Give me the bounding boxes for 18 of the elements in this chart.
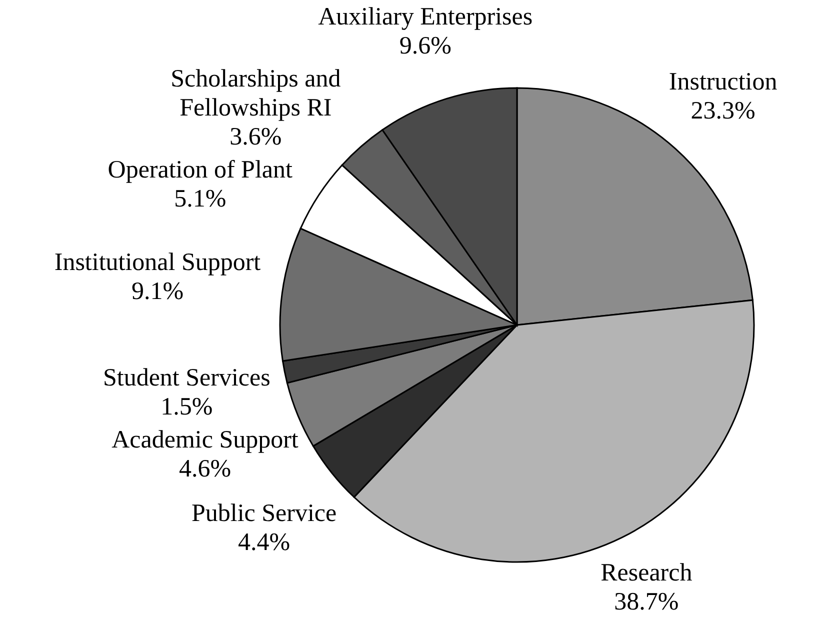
slice-label: Institutional Support	[54, 249, 261, 276]
data-label: 1.5%	[160, 393, 213, 420]
data-label: 5.1%	[174, 186, 226, 212]
data-label: 38.7%	[614, 588, 679, 616]
slice-label: Auxiliary Enterprises	[318, 4, 533, 30]
data-label: 9.6%	[399, 32, 452, 60]
slice-label: Public Service	[191, 500, 337, 527]
data-label: 4.4%	[238, 528, 290, 556]
data-label: 9.1%	[131, 278, 184, 306]
data-label: 3.6%	[230, 124, 282, 150]
slice-label: Scholarships and Fellowships RI	[170, 66, 342, 122]
data-label: 4.6%	[178, 455, 232, 482]
slice-label: Academic Support	[112, 426, 298, 454]
slice-label: Research	[600, 559, 693, 586]
slice-label: Operation of Plant	[108, 156, 292, 184]
slice-label: Student Services	[102, 364, 270, 392]
data-label: 23.3%	[690, 97, 756, 124]
slice-label: Instruction	[668, 68, 778, 96]
